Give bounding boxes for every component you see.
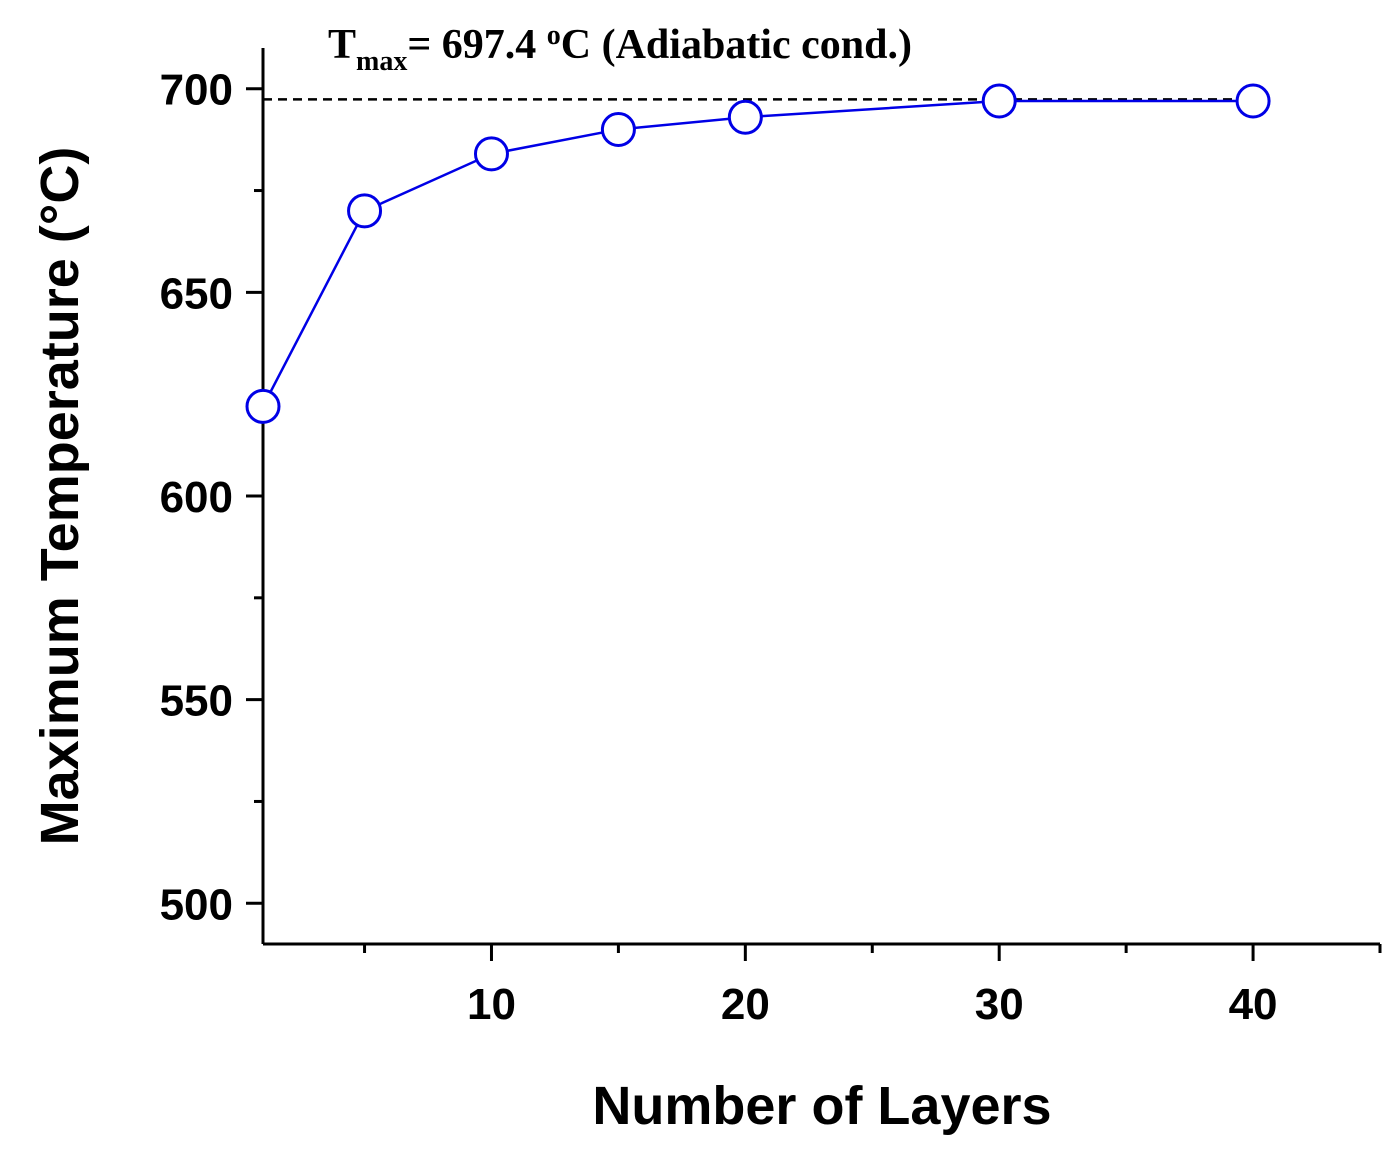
annotation-sub: max: [356, 46, 407, 77]
annotation-end: C (Adiabatic cond.): [561, 22, 912, 68]
y-tick-label: 600: [160, 473, 233, 522]
y-tick-label: 550: [160, 677, 233, 726]
y-axis-title: Maximum Temperature (°C): [30, 147, 90, 846]
series-line: [261, 99, 1254, 407]
x-axis-title: Number of Layers: [592, 1076, 1051, 1136]
y-tick-label: 500: [160, 880, 233, 929]
x-tick-label: 10: [467, 980, 516, 1029]
annotation-main: T: [328, 22, 356, 68]
marker: [981, 83, 1017, 119]
marker: [347, 193, 383, 229]
y-tick-label: 700: [160, 66, 233, 115]
x-tick-label: 20: [721, 980, 770, 1029]
marker: [600, 111, 636, 147]
y-tick-label: 650: [160, 269, 233, 318]
marker: [727, 99, 763, 135]
x-tick-label: 40: [1229, 980, 1278, 1029]
x-tick-label: 30: [975, 980, 1024, 1029]
marker: [473, 136, 509, 172]
marker: [245, 388, 281, 424]
annotation-sup: o: [547, 20, 561, 51]
annotation-rest: = 697.4: [407, 22, 546, 68]
annotation: Tmax= 697.4 oC (Adiabatic cond.): [328, 20, 912, 77]
marker: [1235, 83, 1271, 119]
